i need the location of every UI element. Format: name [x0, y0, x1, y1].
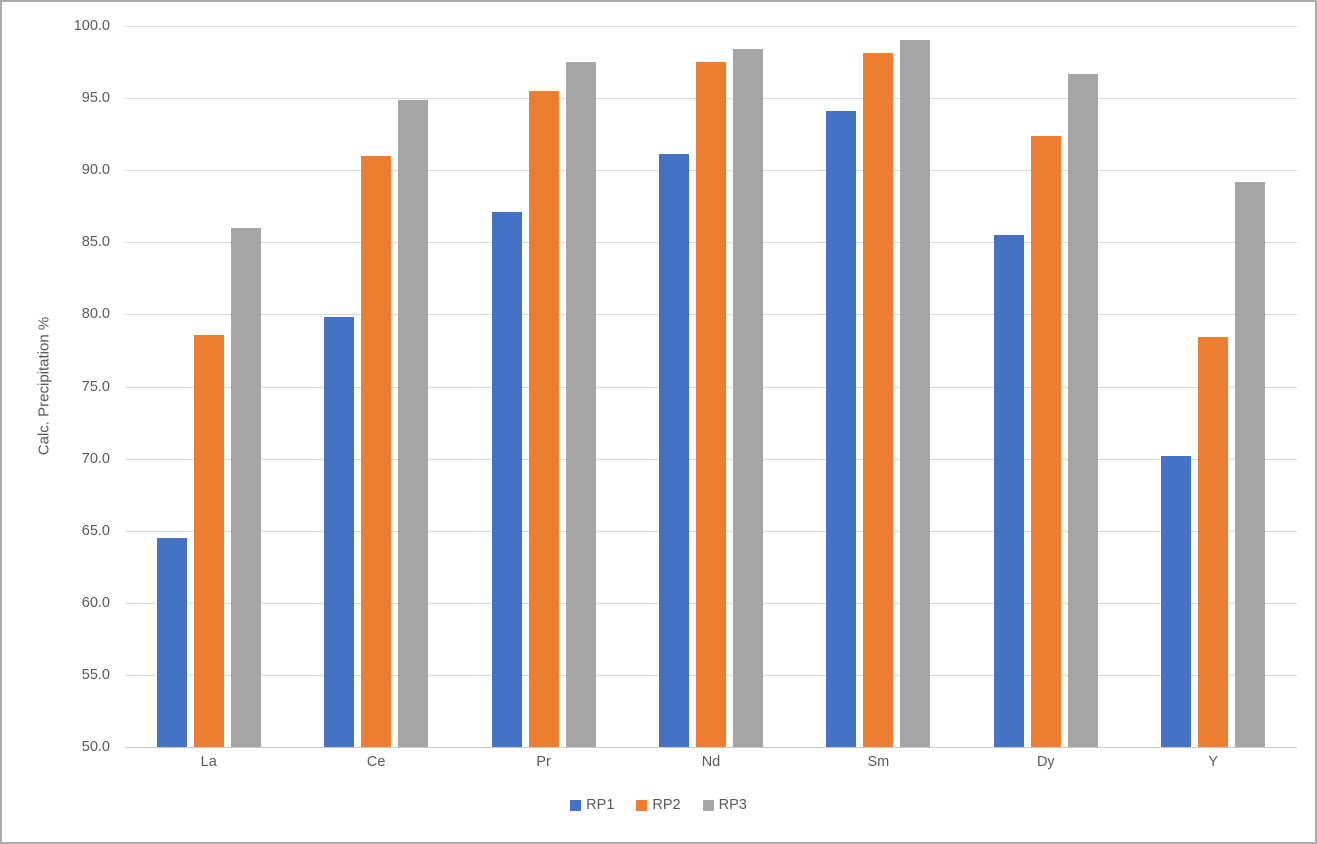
- y-tick-label: 75.0: [81, 378, 110, 395]
- plot-area: [125, 26, 1297, 748]
- y-tick-label: 85.0: [81, 234, 110, 251]
- y-tick-label: 100.0: [73, 18, 110, 34]
- bar-group-la: [125, 26, 292, 747]
- bar-group-y: [1130, 26, 1297, 747]
- y-tick-label: 70.0: [81, 450, 110, 467]
- bar-rp1-y: [1161, 455, 1192, 747]
- bar-rp1-pr: [491, 212, 522, 747]
- legend-item-rp3: RP3: [702, 797, 747, 813]
- x-axis-label-nd: Nd: [701, 754, 721, 770]
- bar-rp3-la: [230, 227, 261, 747]
- bar-rp3-y: [1235, 181, 1266, 747]
- bar-rp1-sm: [826, 111, 857, 747]
- legend-swatch-icon: [570, 799, 582, 811]
- bar-rp1-nd: [658, 154, 689, 747]
- bar-rp3-dy: [1067, 73, 1098, 747]
- legend-label: RP3: [718, 797, 747, 813]
- legend-label: RP1: [586, 797, 615, 813]
- y-tick-label: 65.0: [81, 522, 110, 539]
- bar-rp1-dy: [993, 235, 1024, 747]
- bar-rp3-sm: [900, 40, 931, 747]
- bar-rp2-dy: [1030, 135, 1061, 747]
- bar-rp2-sm: [863, 53, 894, 747]
- x-axis-label-y: Y: [1208, 754, 1219, 770]
- x-axis-label-pr: Pr: [536, 754, 551, 770]
- legend-item-rp2: RP2: [636, 797, 681, 813]
- y-axis-tick-labels: 100.0 95.0 90.0 85.0 80.0 75.0 70.0 65.0 60.0 55.…: [2, 18, 110, 755]
- y-tick-label: 80.0: [81, 306, 110, 323]
- legend-swatch-icon: [702, 799, 714, 811]
- x-axis-label-dy: Dy: [1036, 754, 1055, 770]
- legend: RP1 RP2 RP3: [2, 797, 1315, 813]
- bar-group-nd: [627, 26, 794, 747]
- y-tick-label: 90.0: [81, 162, 110, 179]
- bar-rp2-la: [193, 334, 224, 747]
- bar-group-pr: [460, 26, 627, 747]
- gridline: [125, 26, 1297, 27]
- bar-rp2-y: [1198, 337, 1229, 747]
- bar-rp2-nd: [695, 62, 726, 747]
- bar-rp1-ce: [324, 317, 355, 747]
- legend-label: RP2: [652, 797, 681, 813]
- bar-rp3-pr: [565, 62, 596, 747]
- x-axis-label-ce: Ce: [366, 754, 386, 770]
- bar-rp3-ce: [398, 99, 429, 747]
- gridline: [125, 747, 1297, 748]
- bar-group-sm: [795, 26, 962, 747]
- y-tick-label: 60.0: [81, 594, 110, 611]
- bar-rp2-pr: [528, 90, 559, 747]
- bar-rp1-la: [156, 537, 187, 747]
- x-axis-label-la: La: [200, 754, 217, 770]
- bar-groups: [125, 26, 1297, 747]
- legend-swatch-icon: [636, 799, 648, 811]
- legend-item-rp1: RP1: [570, 797, 614, 813]
- y-tick-label: 50.0: [81, 739, 110, 755]
- bar-group-dy: [962, 26, 1129, 747]
- bar-group-ce: [292, 26, 459, 747]
- y-tick-label: 95.0: [81, 90, 110, 107]
- bar-rp2-ce: [361, 155, 392, 747]
- x-axis-labels: La Ce Pr Nd Sm Dy Y: [125, 754, 1297, 770]
- x-axis-label-sm: Sm: [867, 754, 890, 770]
- y-tick-label: 55.0: [81, 666, 110, 683]
- bar-rp3-nd: [732, 49, 763, 747]
